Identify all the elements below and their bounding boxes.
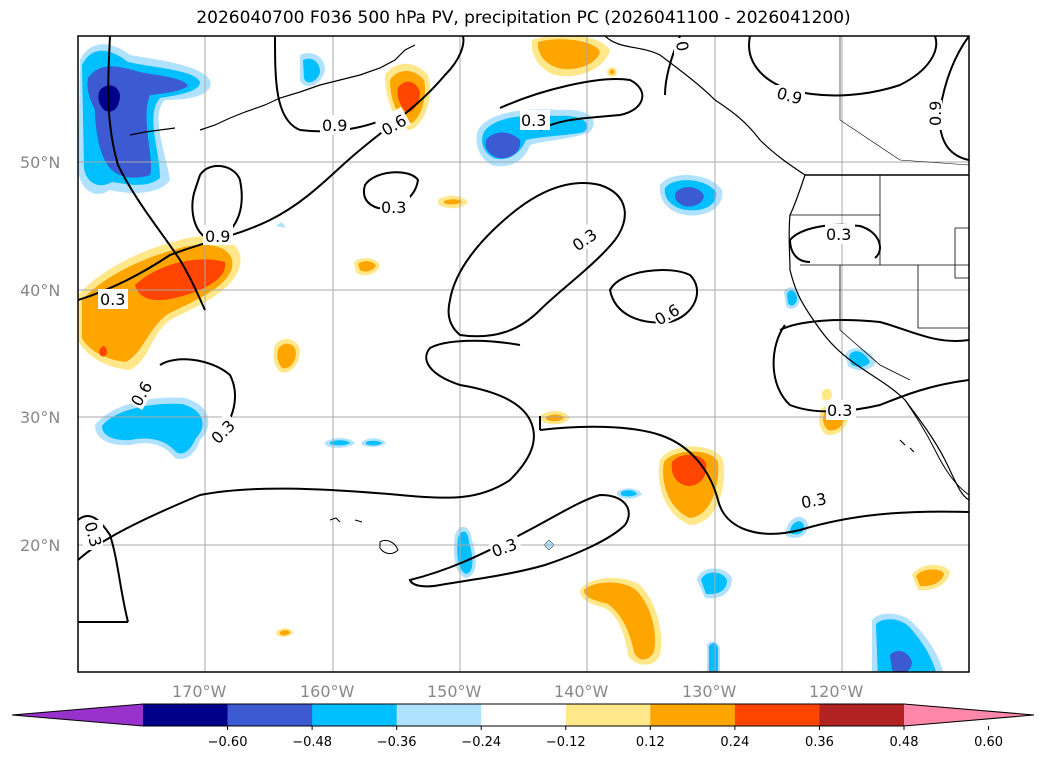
lat-label: 30°N [20, 408, 60, 427]
colorbar: −0.60 −0.48 −0.36 −0.24 −0.12 0.12 0.24 0.36 0.4… [11, 703, 1035, 750]
colorbar-tick-label: 0.24 [720, 735, 749, 750]
colorbar-tick-label: −0.48 [292, 735, 332, 750]
colorbar-tick-label: 0.36 [805, 735, 834, 750]
lon-label: 170°W [172, 682, 227, 701]
colorbar-segment [396, 704, 482, 726]
lat-label: 50°N [20, 153, 60, 172]
colorbar-tick-label: 0.12 [636, 735, 665, 750]
contour-label: 0.3 [826, 225, 851, 244]
contour-label: 0.3 [381, 198, 406, 217]
contour-label: 0.3 [827, 401, 852, 420]
colorbar-segment [734, 704, 820, 726]
contour-label: 0.9 [322, 116, 347, 135]
colorbar-tick-label: −0.12 [546, 735, 586, 750]
colorbar-segment [481, 704, 567, 726]
contour-label: 0.9 [205, 227, 230, 246]
colorbar-tick-label: −0.60 [208, 735, 248, 750]
colorbar-tick-label: 0.60 [974, 735, 1003, 750]
colorbar-extend-low [12, 704, 143, 726]
map-title: 2026040700 F036 500 hPa PV, precipitatio… [196, 8, 851, 28]
colorbar-segment [143, 704, 229, 726]
colorbar-segment [650, 704, 736, 726]
lon-label: 120°W [809, 682, 864, 701]
lon-label: 150°W [427, 682, 482, 701]
colorbar-segment [312, 704, 398, 726]
lat-label: 20°N [20, 536, 60, 555]
lon-label: 140°W [554, 682, 609, 701]
contour-label: 0.3 [800, 489, 828, 512]
contour-label: 0 [672, 40, 692, 53]
lon-label: 130°W [682, 682, 737, 701]
colorbar-tick-label: −0.24 [461, 735, 501, 750]
coastlines [129, 36, 969, 555]
contour-label: 0.3 [100, 290, 125, 309]
colorbar-extend-high [904, 704, 1034, 726]
colorbar-tick-label: 0.48 [890, 735, 919, 750]
colorbar-segment [565, 704, 651, 726]
lat-label: 40°N [20, 281, 60, 300]
contour-label: 0.9 [926, 101, 945, 126]
colorbar-segment [227, 704, 313, 726]
colorbar-segment [819, 704, 905, 726]
lon-label: 160°W [300, 682, 355, 701]
longitude-axis: 170°W 160°W 150°W 140°W 130°W 120°W [172, 682, 864, 701]
colorbar-tick-label: −0.36 [377, 735, 417, 750]
contour-label: 0.3 [521, 111, 546, 130]
colorbar-outline [11, 703, 1035, 727]
latitude-axis: 50°N 40°N 30°N 20°N [20, 153, 60, 555]
plot-frame [77, 35, 970, 673]
